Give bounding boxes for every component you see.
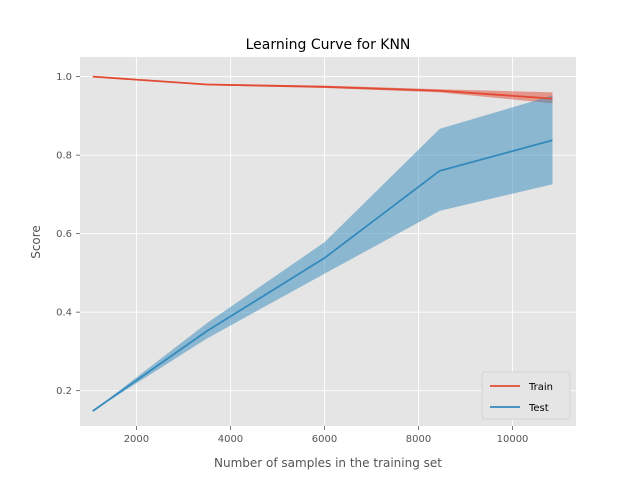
legend: Train Test bbox=[481, 371, 571, 420]
train-series-line bbox=[92, 75, 553, 100]
y-tick-label: 0.2 bbox=[56, 386, 72, 397]
y-tick-label: 0.4 bbox=[56, 308, 72, 319]
chart-title: Learning Curve for KNN bbox=[246, 37, 411, 53]
x-tick-label: 8000 bbox=[406, 434, 431, 445]
x-tick-label: 6000 bbox=[312, 434, 337, 445]
y-tick-label: 0.6 bbox=[56, 229, 72, 240]
legend-box bbox=[481, 371, 571, 420]
legend-train-label: Train bbox=[528, 382, 553, 393]
test-confidence-band bbox=[92, 95, 553, 412]
y-axis-ticks: 0.2 0.4 0.6 0.8 1.0 bbox=[56, 72, 80, 397]
x-tick-label: 4000 bbox=[218, 434, 243, 445]
legend-test-label: Test bbox=[528, 403, 549, 414]
y-tick-label: 0.8 bbox=[56, 151, 72, 162]
x-tick-label: 10000 bbox=[497, 434, 529, 445]
y-axis-label: Score bbox=[29, 225, 43, 259]
test-series-line bbox=[92, 139, 553, 412]
x-tick-label: 2000 bbox=[124, 434, 149, 445]
x-axis-ticks: 2000 4000 6000 8000 10000 bbox=[124, 426, 529, 445]
x-axis-label: Number of samples in the training set bbox=[214, 456, 442, 470]
train-confidence-band bbox=[92, 76, 553, 104]
y-tick-label: 1.0 bbox=[56, 72, 72, 83]
confidence-bands bbox=[92, 76, 553, 412]
series-lines bbox=[92, 75, 553, 412]
